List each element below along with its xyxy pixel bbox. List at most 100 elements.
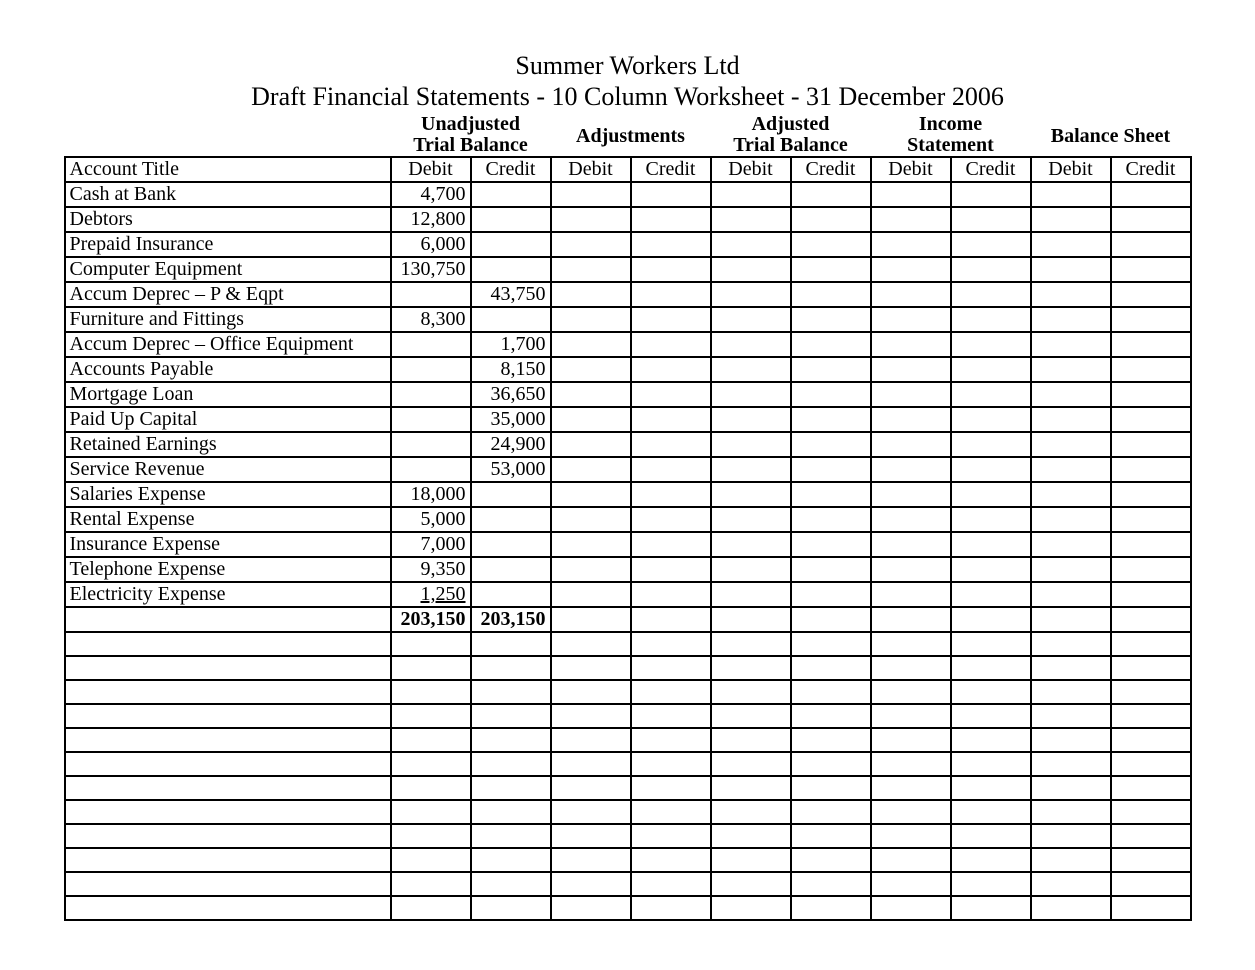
table-row <box>65 728 1191 752</box>
numeric-cell <box>711 607 791 632</box>
numeric-cell <box>1031 457 1111 482</box>
numeric-cell <box>471 728 551 752</box>
numeric-cell <box>951 282 1031 307</box>
numeric-cell <box>791 532 871 557</box>
numeric-cell: 24,900 <box>471 432 551 457</box>
table-row <box>65 872 1191 896</box>
numeric-cell <box>871 728 951 752</box>
account-title-cell <box>65 607 391 632</box>
numeric-cell <box>1111 232 1191 257</box>
numeric-cell <box>391 824 471 848</box>
table-row <box>65 896 1191 920</box>
numeric-cell <box>471 507 551 532</box>
account-title-cell: Insurance Expense <box>65 532 391 557</box>
numeric-cell <box>711 307 791 332</box>
numeric-cell <box>631 680 711 704</box>
numeric-cell <box>1031 896 1111 920</box>
account-title-cell <box>65 704 391 728</box>
numeric-cell: 53,000 <box>471 457 551 482</box>
numeric-cell <box>391 872 471 896</box>
numeric-cell <box>471 800 551 824</box>
numeric-cell <box>631 382 711 407</box>
table-row: Furniture and Fittings8,300 <box>65 307 1191 332</box>
numeric-cell <box>871 896 951 920</box>
numeric-cell: 203,150 <box>391 607 471 632</box>
numeric-cell: 203,150 <box>471 607 551 632</box>
numeric-cell <box>711 632 791 656</box>
numeric-cell <box>1031 507 1111 532</box>
numeric-cell <box>631 257 711 282</box>
numeric-cell <box>391 776 471 800</box>
numeric-cell <box>1111 307 1191 332</box>
numeric-cell <box>471 656 551 680</box>
numeric-cell <box>791 332 871 357</box>
numeric-cell <box>871 632 951 656</box>
account-title-cell: Electricity Expense <box>65 582 391 607</box>
numeric-cell <box>471 482 551 507</box>
numeric-cell <box>871 800 951 824</box>
numeric-cell <box>1031 800 1111 824</box>
numeric-cell <box>871 680 951 704</box>
account-title-cell <box>65 776 391 800</box>
numeric-cell: 4,700 <box>391 182 471 207</box>
numeric-cell <box>791 232 871 257</box>
account-title-cell: Accum Deprec – Office Equipment <box>65 332 391 357</box>
numeric-cell <box>1031 776 1111 800</box>
numeric-cell: 36,650 <box>471 382 551 407</box>
numeric-cell <box>711 407 791 432</box>
header-atb-credit: Credit <box>791 157 871 182</box>
numeric-cell <box>551 432 631 457</box>
worksheet-body: Cash at Bank4,700Debtors12,800Prepaid In… <box>65 182 1191 920</box>
numeric-cell <box>951 557 1031 582</box>
table-row: 203,150203,150 <box>65 607 1191 632</box>
numeric-cell <box>711 382 791 407</box>
numeric-cell <box>871 207 951 232</box>
numeric-cell <box>951 357 1031 382</box>
numeric-cell <box>711 776 791 800</box>
numeric-cell <box>871 457 951 482</box>
header-adj-credit: Credit <box>631 157 711 182</box>
table-row: Paid Up Capital35,000 <box>65 407 1191 432</box>
numeric-cell: 12,800 <box>391 207 471 232</box>
table-row <box>65 800 1191 824</box>
account-title-cell: Furniture and Fittings <box>65 307 391 332</box>
numeric-cell <box>471 557 551 582</box>
numeric-cell <box>1111 872 1191 896</box>
table-row <box>65 704 1191 728</box>
numeric-cell <box>791 896 871 920</box>
numeric-cell <box>951 848 1031 872</box>
numeric-cell <box>711 432 791 457</box>
numeric-cell <box>711 728 791 752</box>
column-header-row: Account Title Debit Credit Debit Credit … <box>65 157 1191 182</box>
account-title-cell <box>65 824 391 848</box>
group-header-adjusted: Adjusted Trial Balance <box>711 114 871 157</box>
numeric-cell <box>551 507 631 532</box>
numeric-cell <box>871 824 951 848</box>
numeric-cell <box>1111 557 1191 582</box>
numeric-cell <box>1031 482 1111 507</box>
account-title-cell: Rental Expense <box>65 507 391 532</box>
numeric-cell <box>1031 182 1111 207</box>
numeric-cell <box>951 382 1031 407</box>
numeric-cell <box>471 896 551 920</box>
numeric-cell <box>551 557 631 582</box>
numeric-cell <box>1031 582 1111 607</box>
numeric-cell <box>1111 382 1191 407</box>
numeric-cell <box>951 896 1031 920</box>
numeric-cell <box>391 632 471 656</box>
header-account-title: Account Title <box>65 157 391 182</box>
numeric-cell <box>471 680 551 704</box>
account-title-cell: Accum Deprec – P & Eqpt <box>65 282 391 307</box>
numeric-cell <box>471 704 551 728</box>
header-is-credit: Credit <box>951 157 1031 182</box>
numeric-cell <box>791 207 871 232</box>
table-row: Computer Equipment130,750 <box>65 257 1191 282</box>
numeric-cell <box>631 357 711 382</box>
numeric-cell <box>551 307 631 332</box>
numeric-cell <box>871 557 951 582</box>
numeric-cell <box>951 407 1031 432</box>
numeric-cell <box>871 307 951 332</box>
numeric-cell <box>551 282 631 307</box>
numeric-cell <box>871 704 951 728</box>
numeric-cell <box>791 824 871 848</box>
